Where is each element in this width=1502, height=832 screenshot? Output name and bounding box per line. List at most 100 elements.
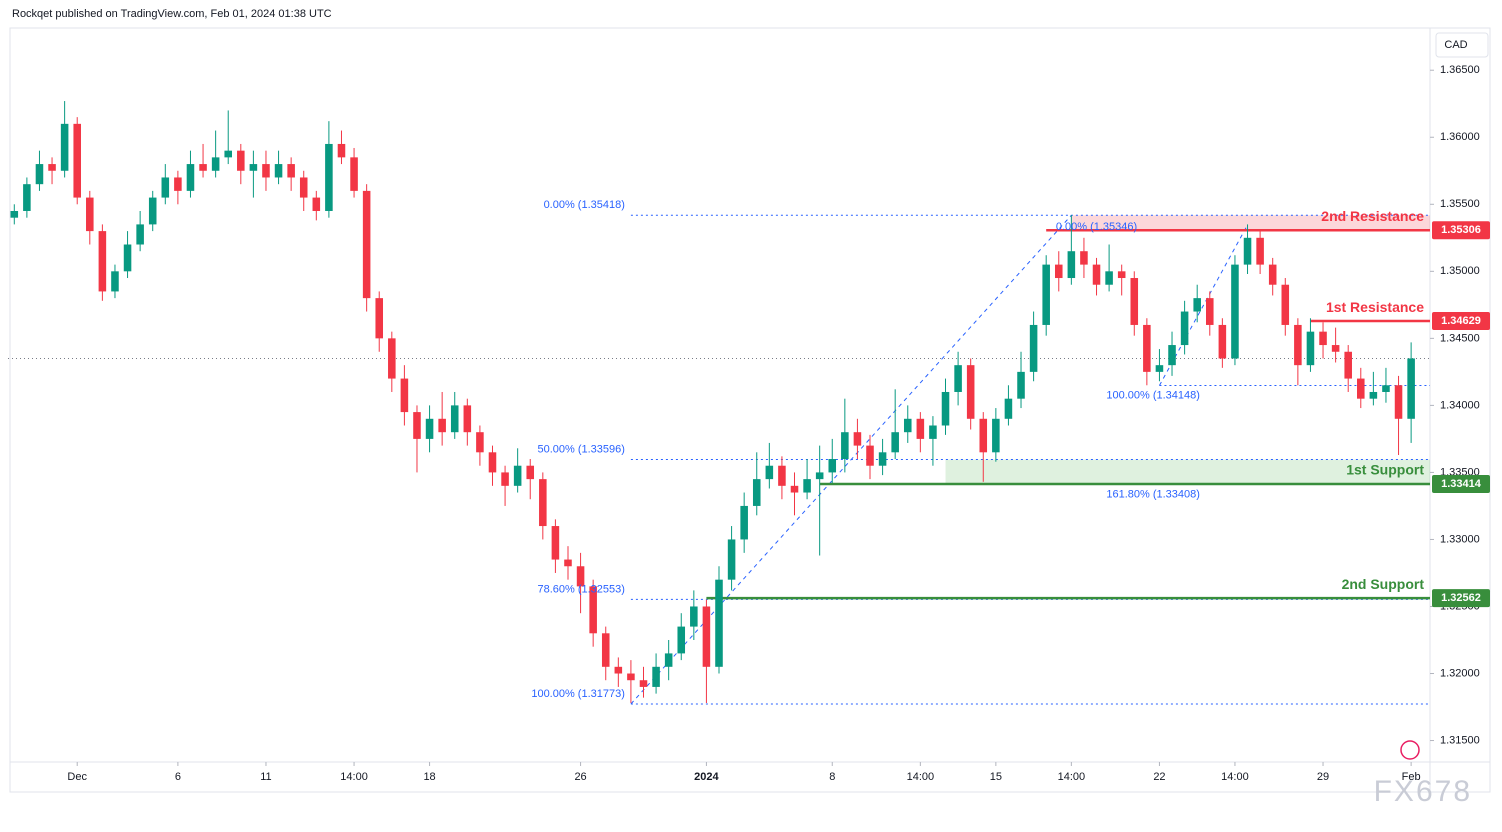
candle-body [1268,264,1277,285]
candle-body [979,418,988,453]
fib-trend [630,214,1072,705]
candle-body [199,164,207,171]
x-tick-label: 14:00 [1221,771,1249,783]
x-tick-label: 6 [175,771,181,783]
candle-body [690,606,698,627]
candle-body [60,123,69,171]
candle-body [413,412,421,439]
currency: CAD [1444,39,1467,51]
logo-icon [1400,740,1420,760]
candle-body [664,653,673,667]
candle-body [161,177,170,198]
candle-body [614,666,623,674]
candle-body [174,177,182,191]
price-tag [1432,589,1490,608]
candle-body [463,405,472,433]
candle-body [1394,385,1403,419]
candle-body [891,432,899,453]
candle-body [350,157,358,191]
candle-body [262,164,270,178]
fib-label: 50.00% (1.33596) [537,443,624,455]
price-tag [1432,221,1490,240]
candle-body [1155,365,1164,372]
candle-body [677,626,686,654]
candle-body [337,143,346,158]
level-label: 2nd Resistance [1321,208,1424,224]
candle-body [815,472,824,480]
candle-body [992,418,1000,453]
candle-body [765,465,774,480]
y-tick-label: 1.34000 [1440,399,1480,411]
candle-body [551,526,560,560]
candle-body [1344,351,1352,379]
x-tick-label: 14:00 [907,771,935,783]
candle-body [1382,385,1390,392]
candle-body [224,150,232,158]
support-zone [945,459,1430,484]
price-tag-label: 1.33414 [1441,478,1482,490]
candle-body [1218,324,1227,359]
candle-body [274,164,283,178]
candle-body [1369,391,1378,399]
candle-body [312,197,321,211]
fib-trend [1159,224,1248,386]
candle-body [941,391,950,426]
candle-body [237,150,245,171]
candle-body [1080,251,1088,265]
candle-body [362,190,371,299]
candle-body [375,298,384,339]
candle-body [1092,264,1101,285]
y-tick-label: 1.36500 [1440,64,1480,76]
candle-body [740,505,748,540]
x-tick-label: 22 [1153,771,1165,783]
y-tick-label: 1.35500 [1440,198,1480,210]
candle-body [652,666,660,687]
candle-body [954,365,962,392]
candle-body [1029,324,1038,372]
candle-body [1319,331,1327,346]
x-tick-label: Dec [67,771,87,783]
candle-body [841,432,849,460]
candle-body [790,485,799,493]
currency-box [1435,32,1489,58]
candle-body [727,539,736,580]
candle-body [488,452,497,473]
candle-body [1357,378,1365,399]
candle-body [98,231,107,292]
fib-label: 0.00% (1.35418) [544,199,625,211]
candle-body [803,479,811,493]
fib-label: 0.00% (1.35346) [1056,221,1137,233]
candle-body [778,465,786,486]
candle-body [1105,271,1113,285]
candle-body [639,680,648,687]
level-label: 1st Resistance [1326,299,1424,315]
x-tick-label: 11 [260,771,271,783]
candle-body [1180,311,1189,346]
x-tick-label: Feb [1402,771,1421,783]
header: Rockqet published on TradingView.com, Fe… [12,8,332,20]
candle-body [1004,398,1013,419]
watermark: FX678 [1374,775,1472,808]
x-tick-label: 26 [574,771,586,783]
candle-body [1117,271,1126,279]
candle-body [1042,264,1050,325]
candle-body [299,177,308,198]
candle-body [1231,264,1239,359]
candle-body [1017,371,1025,399]
y-tick-label: 1.32000 [1440,667,1480,679]
candle-body [1067,251,1076,279]
y-tick-label: 1.31500 [1440,734,1480,746]
candle-body [878,452,887,466]
candle-body [48,164,56,171]
candle-body [752,479,761,506]
y-tick-label: 1.36000 [1440,131,1480,143]
candle-body [1143,324,1151,372]
resistance-zone [1071,215,1430,231]
x-tick-label: 15 [990,771,1002,783]
candle-body [148,197,157,225]
candle-body [576,566,585,587]
fib-label: 100.00% (1.34148) [1106,389,1200,401]
candle-body [526,465,535,480]
price-tag-label: 1.32562 [1441,592,1481,604]
